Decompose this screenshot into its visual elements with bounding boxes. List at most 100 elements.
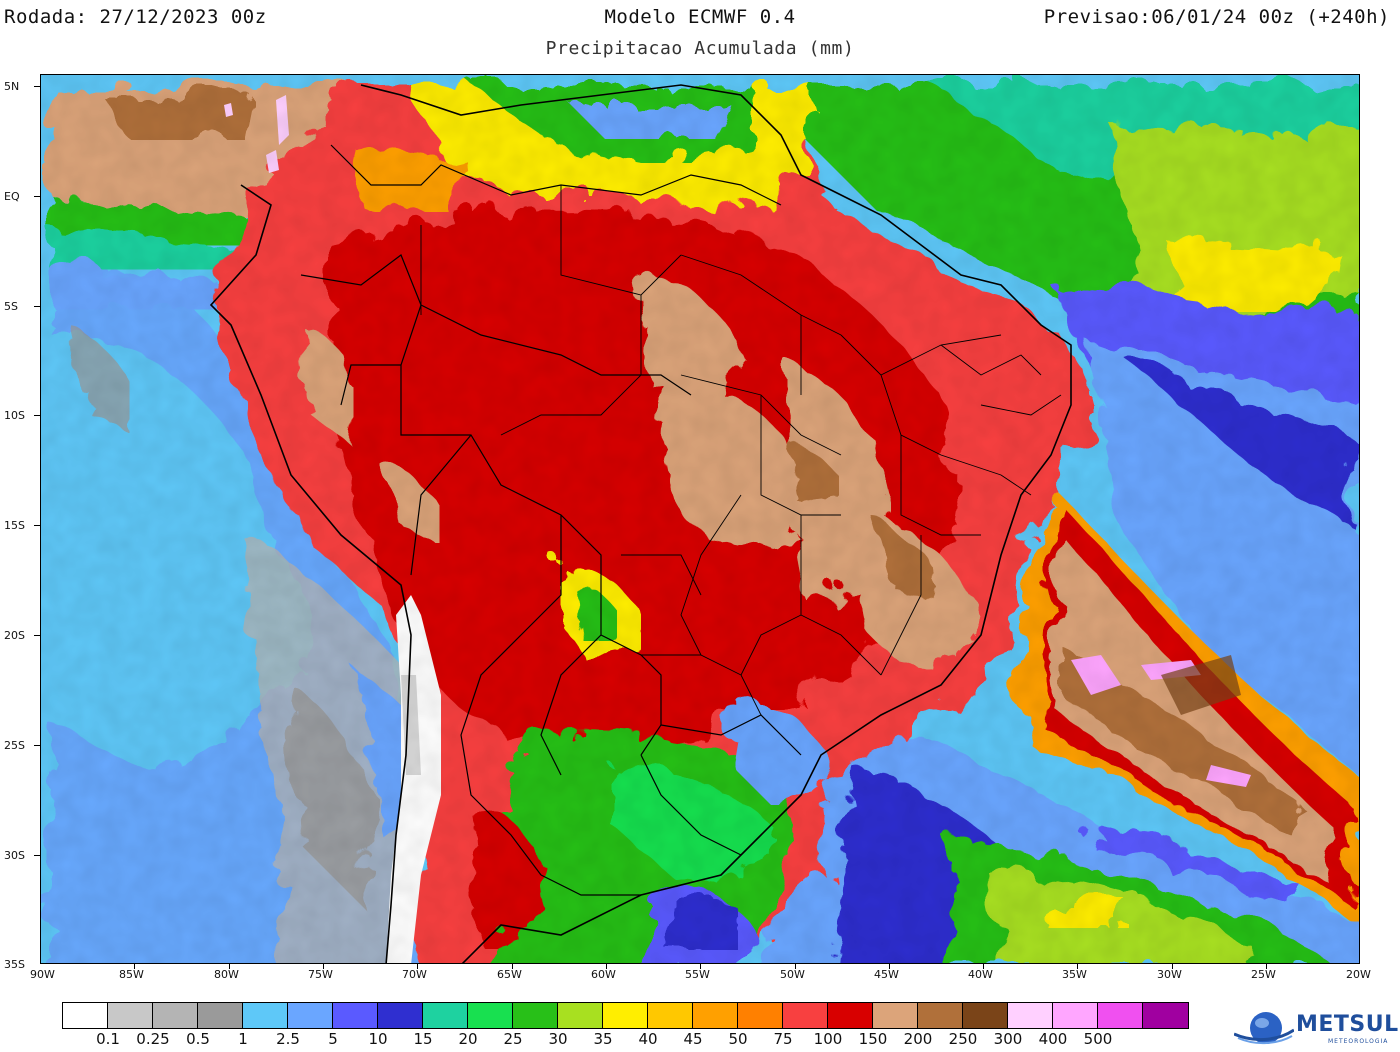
lon-label-50w: 50W [780,968,805,981]
lat-label-eq: EQ [4,190,20,203]
colorbar-swatch [63,1003,108,1028]
lat-tick [34,745,40,746]
lon-tick [229,964,230,969]
lon-tick [889,964,890,969]
colorbar-label: 25 [503,1030,523,1048]
lat-label-25s: 25S [4,739,25,752]
colorbar-swatch [648,1003,693,1028]
lat-tick [34,635,40,636]
colorbar-swatch [693,1003,738,1028]
colorbar-swatch [198,1003,243,1028]
lat-tick [34,525,40,526]
lon-label-20w: 20W [1346,968,1371,981]
logo-subtext: METEOROLOGIA [1328,1038,1389,1045]
colorbar-swatch [333,1003,378,1028]
lon-tick [134,964,135,969]
colorbar-label: 20 [458,1030,478,1048]
lon-label-70w: 70W [402,968,427,981]
lat-label-5s: 5S [4,300,18,313]
lon-label-75w: 75W [308,968,333,981]
lon-label-80w: 80W [214,968,239,981]
colorbar-swatch [513,1003,558,1028]
colorbar-label: 45 [683,1030,703,1048]
lon-tick [512,964,513,969]
state-borders [420,185,1062,716]
colorbar-swatch [873,1003,918,1028]
lon-label-25w: 25W [1251,968,1276,981]
lon-label-90w: 90W [30,968,55,981]
colorbar-label: 2.5 [276,1030,300,1048]
lon-label-45w: 45W [874,968,899,981]
colorbar-label: 300 [993,1030,1023,1048]
lat-label-15s: 15S [4,519,25,532]
colorbar-swatch [423,1003,468,1028]
lon-label-65w: 65W [497,968,522,981]
colorbar-swatch [288,1003,333,1028]
coastline [209,84,1072,963]
lon-tick [1172,964,1173,969]
colorbar-swatch [603,1003,648,1028]
metsul-logo: METSUL METEOROLOGIA [1233,1008,1398,1048]
lon-tick [1266,964,1267,969]
precipitation-field [41,75,1359,963]
colorbar-swatch [1008,1003,1053,1028]
colorbar-label: 15 [413,1030,433,1048]
lat-label-10s: 10S [4,409,25,422]
colorbar-label: 0.5 [186,1030,210,1048]
lon-label-60w: 60W [591,968,616,981]
colorbar-swatch [828,1003,873,1028]
lon-label-40w: 40W [968,968,993,981]
colorbar-swatch [738,1003,783,1028]
colorbar-label: 5 [328,1030,338,1048]
colorbar-label: 400 [1038,1030,1068,1048]
lat-tick [34,415,40,416]
colorbar-swatch [558,1003,603,1028]
colorbar-label: 500 [1083,1030,1113,1048]
logo-wordmark: METSUL [1296,1012,1399,1037]
lon-tick [700,964,701,969]
lon-tick [795,964,796,969]
colorbar-label: 150 [858,1030,888,1048]
colorbar-label: 40 [638,1030,658,1048]
lon-tick [606,964,607,969]
colorbar-swatch [1098,1003,1143,1028]
colorbar-label: 50 [728,1030,748,1048]
colorbar-swatch [153,1003,198,1028]
lat-label-30s: 30S [4,849,25,862]
lon-label-85w: 85W [119,968,144,981]
colorbar-swatch [918,1003,963,1028]
globe-icon [1233,1012,1295,1044]
colorbar-label: 75 [773,1030,793,1048]
colorbar-label: 30 [548,1030,568,1048]
lat-label-35s: 35S [4,958,25,971]
colorbar-label: 1 [238,1030,248,1048]
colorbar-swatch [378,1003,423,1028]
colorbar-swatch [243,1003,288,1028]
colorbar-swatch [783,1003,828,1028]
colorbar-label: 35 [593,1030,613,1048]
colorbar-swatch [108,1003,153,1028]
lat-label-5n: 5N [4,80,20,93]
lat-tick [34,86,40,87]
lon-tick [417,964,418,969]
model-title: Modelo ECMWF 0.4 [604,6,796,28]
lon-label-55w: 55W [685,968,710,981]
lat-label-20s: 20S [4,629,25,642]
lat-tick [34,855,40,856]
colorbar-swatch [468,1003,513,1028]
colorbar-label: 0.1 [96,1030,120,1048]
precipitation-map [40,74,1360,964]
colorbar-swatch [1143,1003,1188,1028]
lon-label-35w: 35W [1062,968,1087,981]
lon-tick [1077,964,1078,969]
lon-label-30w: 30W [1157,968,1182,981]
forecast-time-label: Previsao:06/01/24 00z (+240h) [1043,6,1390,28]
colorbar-label: 250 [948,1030,978,1048]
colorbar-swatch [963,1003,1008,1028]
run-time-label: Rodada: 27/12/2023 00z [4,6,267,28]
product-subtitle: Precipitacao Acumulada (mm) [545,38,855,59]
colorbar-swatch [1053,1003,1098,1028]
colorbar-label: 100 [813,1030,843,1048]
colorbar-label: 200 [903,1030,933,1048]
lon-tick [983,964,984,969]
